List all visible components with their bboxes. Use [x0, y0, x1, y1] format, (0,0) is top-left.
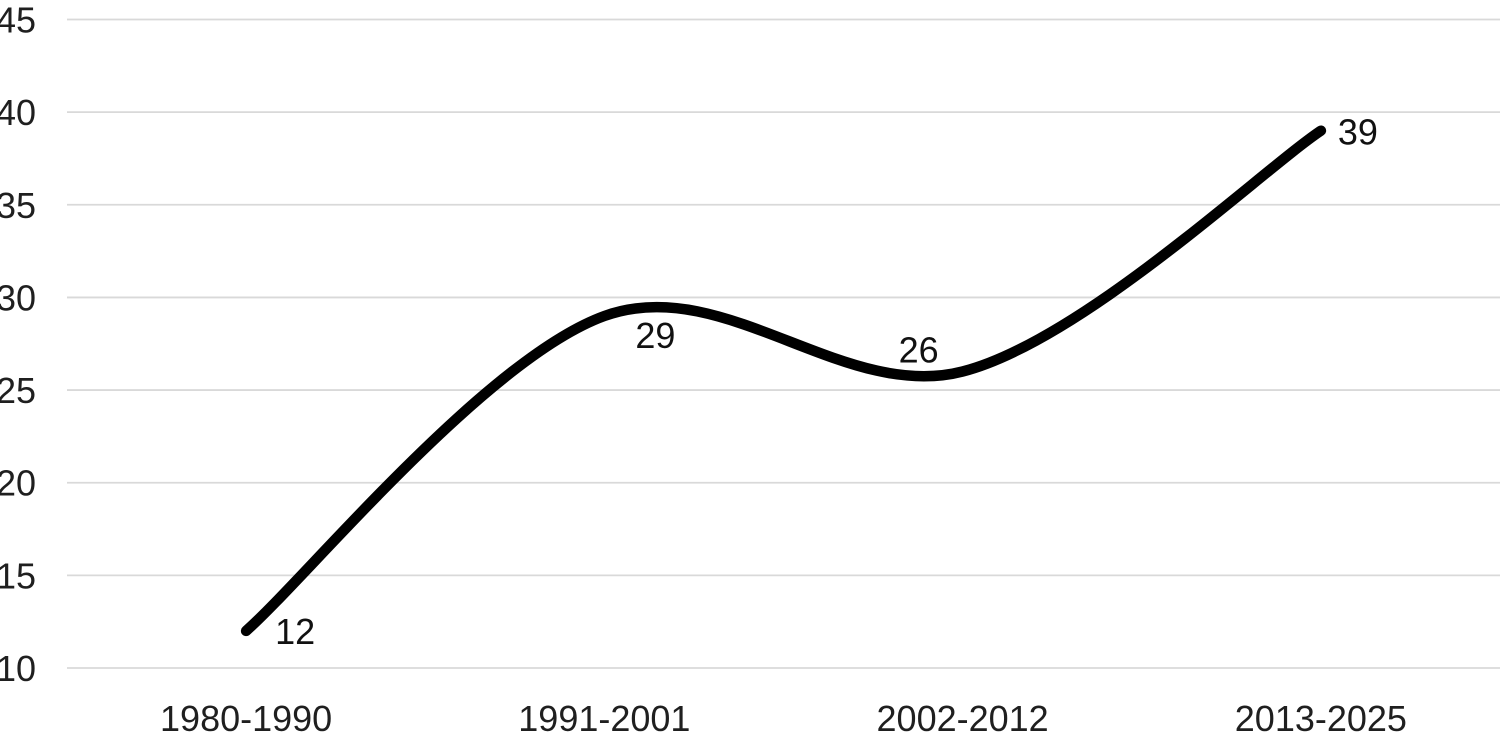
data-labels: 12 29 26 39	[275, 112, 1378, 652]
y-tick-label-40: 40	[0, 92, 36, 133]
data-label-3: 39	[1338, 112, 1378, 153]
data-label-2: 26	[899, 330, 939, 371]
y-tick-label-25: 25	[0, 370, 36, 411]
y-axis-tick-labels: 10 15 20 25 30 35 40 45	[0, 0, 36, 689]
y-tick-label-30: 30	[0, 277, 36, 318]
data-label-1: 29	[635, 315, 675, 356]
x-tick-label-3: 2013-2025	[1235, 698, 1407, 736]
data-label-0: 12	[275, 611, 315, 652]
y-tick-label-20: 20	[0, 463, 36, 504]
y-tick-label-45: 45	[0, 0, 36, 41]
x-tick-label-1: 1991-2001	[518, 698, 690, 736]
x-axis-tick-labels: 1980-1990 1991-2001 2002-2012 2013-2025	[160, 698, 1407, 736]
x-tick-label-2: 2002-2012	[877, 698, 1049, 736]
series	[240, 125, 1327, 637]
x-tick-label-0: 1980-1990	[160, 698, 332, 736]
y-tick-label-35: 35	[0, 185, 36, 226]
y-tick-label-15: 15	[0, 555, 36, 596]
y-tick-label-10: 10	[0, 648, 36, 689]
series-line	[240, 125, 1327, 637]
